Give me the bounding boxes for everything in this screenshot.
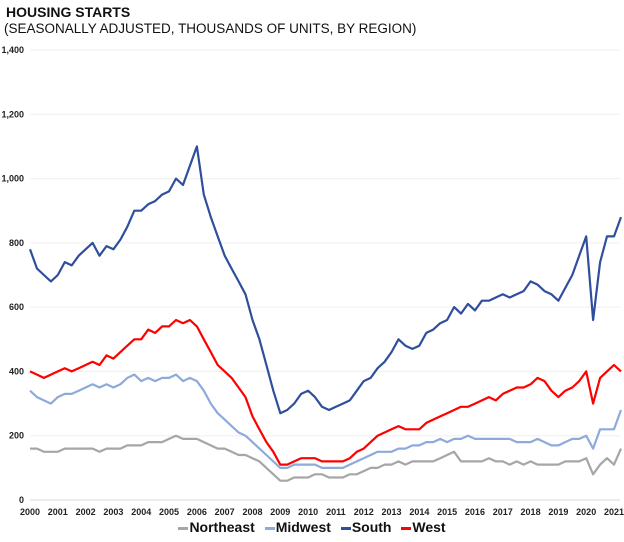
x-tick-label: 2010 bbox=[298, 507, 318, 517]
y-tick-label: 200 bbox=[9, 431, 24, 441]
x-tick-label: 2017 bbox=[493, 507, 513, 517]
legend-label: Northeast bbox=[189, 519, 255, 535]
legend-label: South bbox=[351, 519, 392, 535]
chart-subtitle: (SEASONALLY ADJUSTED, THOUSANDS OF UNITS… bbox=[4, 21, 417, 36]
series-line-northeast bbox=[30, 434, 623, 482]
x-tick-label: 2016 bbox=[465, 507, 485, 517]
legend-swatch bbox=[401, 526, 412, 530]
x-tick-label: 2000 bbox=[20, 507, 40, 517]
series-line-midwest bbox=[29, 373, 623, 469]
legend-northeast: Northeast bbox=[178, 519, 255, 535]
x-tick-label: 2019 bbox=[548, 507, 568, 517]
x-tick-label: 2021 bbox=[604, 507, 624, 517]
x-tick-label: 2003 bbox=[103, 507, 123, 517]
legend-south: South bbox=[340, 519, 392, 535]
series-line-south bbox=[28, 145, 623, 415]
x-tick-label: 2014 bbox=[409, 507, 429, 517]
y-tick-label: 0 bbox=[19, 495, 24, 505]
legend-west: West bbox=[401, 519, 446, 535]
x-tick-label: 2012 bbox=[354, 507, 374, 517]
x-tick-label: 2004 bbox=[131, 507, 151, 517]
x-tick-label: 2006 bbox=[187, 507, 207, 517]
y-tick-label: 1,200 bbox=[1, 109, 24, 119]
x-tick-label: 2007 bbox=[215, 507, 235, 517]
legend-label: West bbox=[412, 519, 446, 535]
x-tick-label: 2001 bbox=[48, 507, 68, 517]
x-tick-label: 2020 bbox=[576, 507, 596, 517]
y-tick-label: 800 bbox=[9, 238, 24, 248]
series-line-west bbox=[29, 318, 622, 466]
y-tick-label: 1,400 bbox=[1, 45, 24, 55]
x-tick-label: 2008 bbox=[242, 507, 262, 517]
legend-midwest: Midwest bbox=[264, 519, 331, 535]
y-tick-label: 600 bbox=[9, 302, 24, 312]
legend-swatch bbox=[340, 526, 351, 530]
chart-title: HOUSING STARTS bbox=[6, 4, 131, 20]
y-tick-label: 1,000 bbox=[1, 174, 24, 184]
x-tick-label: 2018 bbox=[521, 507, 541, 517]
y-tick-label: 400 bbox=[9, 366, 24, 376]
legend: Northeast Midwest South West bbox=[0, 519, 624, 535]
x-tick-label: 2015 bbox=[437, 507, 457, 517]
x-tick-label: 2002 bbox=[76, 507, 96, 517]
legend-swatch bbox=[264, 526, 275, 530]
x-tick-label: 2009 bbox=[270, 507, 290, 517]
x-tick-label: 2005 bbox=[159, 507, 179, 517]
legend-swatch bbox=[178, 526, 189, 530]
x-tick-label: 2011 bbox=[326, 507, 346, 517]
legend-label: Midwest bbox=[275, 519, 331, 535]
x-tick-label: 2013 bbox=[382, 507, 402, 517]
